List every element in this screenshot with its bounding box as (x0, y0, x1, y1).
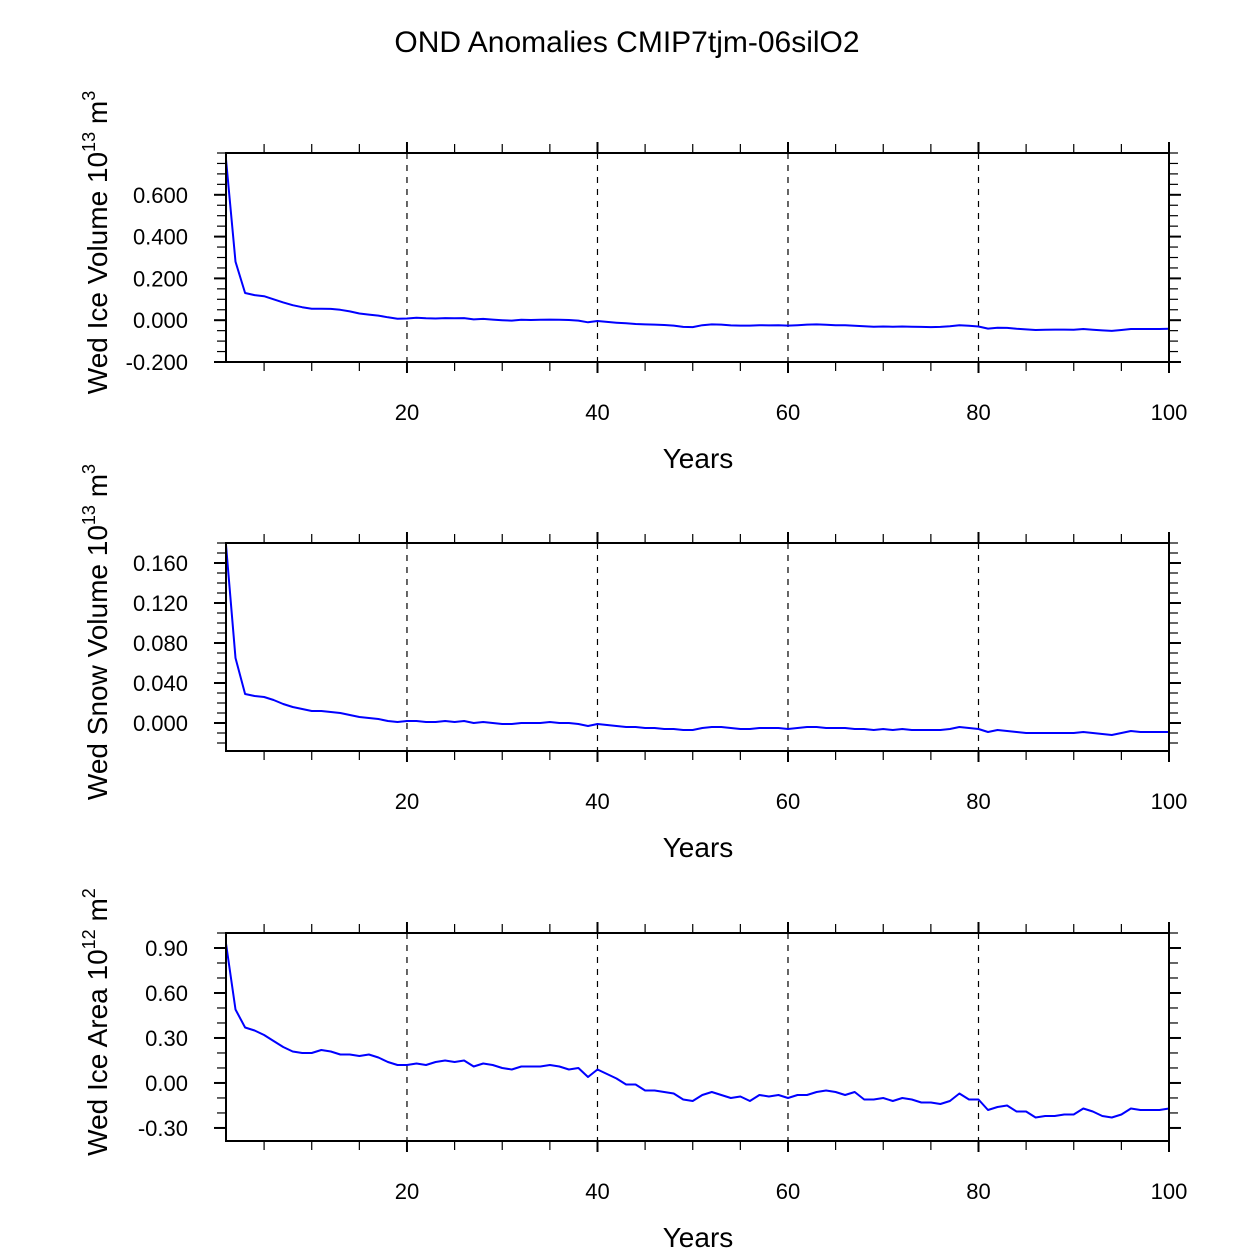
y-tick-label: 0.000 (133, 711, 188, 736)
y-title-unit-exp: 2 (79, 888, 99, 898)
y-title-exp: 13 (79, 132, 99, 152)
y-tick-label: 0.00 (145, 1071, 188, 1096)
y-title-unit: m (82, 101, 113, 132)
y-tick-label: 0.600 (133, 183, 188, 208)
series-line (225, 159, 1170, 332)
x-tick-label: 100 (1151, 400, 1188, 425)
y-tick-label: 0.120 (133, 591, 188, 616)
y-tick-label: 0.040 (133, 671, 188, 696)
y-tick-label: 0.160 (133, 551, 188, 576)
x-tick-label: 80 (966, 1179, 990, 1204)
panel-2: 0.000 0.040 0.080 0.120 0.160 20 40 60 80 100 Year… (79, 464, 1187, 863)
x-axis-title: Years (663, 443, 734, 474)
x-tick-label: 100 (1151, 1179, 1188, 1204)
y-title-main: Wed Snow Volume 10 (82, 525, 113, 800)
chart-title: OND Anomalies CMIP7tjm-06silO2 (394, 26, 859, 59)
x-tick-label: 80 (966, 789, 990, 814)
x-tick-label: 80 (966, 400, 990, 425)
x-tick-label: 40 (585, 789, 609, 814)
y-tick-label: 0.200 (133, 266, 188, 291)
x-tick-label: 40 (585, 1179, 609, 1204)
y-axis-title: Wed Ice Volume 1013 m3 (79, 91, 113, 394)
x-tick-label: 60 (776, 789, 800, 814)
panel-3: -0.30 0.00 0.30 0.60 0.90 20 40 60 80 100 Years Wed… (79, 888, 1187, 1253)
x-tick-label: 60 (776, 400, 800, 425)
y-tick-label: -0.200 (126, 350, 188, 375)
plot-frame (225, 542, 1170, 752)
plot-frame (225, 152, 1170, 363)
y-tick-label: 0.60 (145, 981, 188, 1006)
y-title-unit-exp: 3 (79, 91, 99, 101)
x-tick-label: 60 (776, 1179, 800, 1204)
y-title-exp: 13 (79, 505, 99, 525)
y-tick-label: -0.30 (138, 1116, 188, 1141)
plot-frame (225, 932, 1170, 1142)
y-title-main: Wed Ice Area 10 (82, 949, 113, 1156)
x-tick-label: 40 (585, 400, 609, 425)
x-axis-title: Years (663, 832, 734, 863)
x-tick-label: 100 (1151, 789, 1188, 814)
y-title-exp: 12 (79, 929, 99, 949)
y-tick-label: 0.400 (133, 225, 188, 250)
panel-1: -0.200 0.000 0.200 0.400 0.600 20 40 60 80 100 Yea… (79, 91, 1187, 474)
y-tick-label: 0.30 (145, 1026, 188, 1051)
x-axis-title: Years (663, 1222, 734, 1253)
y-title-unit: m (82, 474, 113, 505)
y-axis-title: Wed Ice Area 1012 m2 (79, 888, 113, 1156)
y-tick-label: 0.90 (145, 936, 188, 961)
y-tick-label: 0.080 (133, 631, 188, 656)
x-tick-label: 20 (395, 1179, 419, 1204)
x-tick-label: 20 (395, 789, 419, 814)
y-tick-label: 0.000 (133, 308, 188, 333)
y-title-unit-exp: 3 (79, 464, 99, 474)
y-title-main: Wed Ice Volume 10 (82, 152, 113, 394)
x-tick-label: 20 (395, 400, 419, 425)
y-title-unit: m (82, 898, 113, 929)
series-line (225, 544, 1169, 736)
series-line (225, 943, 1170, 1119)
y-axis-title: Wed Snow Volume 1013 m3 (79, 464, 113, 800)
